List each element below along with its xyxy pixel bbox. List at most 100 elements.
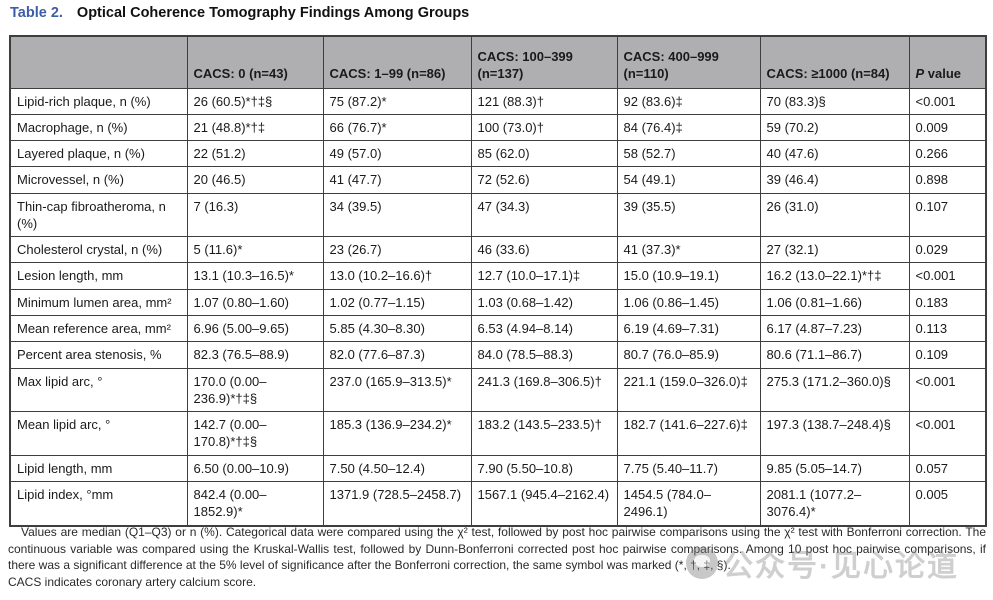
cell-value: 6.19 (4.69–7.31) xyxy=(616,315,761,343)
cell-value: 221.1 (159.0–326.0)‡ xyxy=(616,367,761,413)
cell-value: 1371.9 (728.5–2458.7) xyxy=(322,480,472,527)
cell-value: 40 (47.6) xyxy=(759,140,910,168)
cell-value: 12.7 (10.0–17.1)‡ xyxy=(470,262,618,290)
table-row: Lipid length, mm 6.50 (0.00–10.9) 7.50 (4.… xyxy=(9,454,987,483)
cell-value: 82.3 (76.5–88.9) xyxy=(186,341,324,369)
cell-value: <0.001 xyxy=(908,262,987,290)
footnote-text: Values are median (Q1–Q3) or n (%). Cate… xyxy=(8,525,986,573)
cell-value: 241.3 (169.8–306.5)† xyxy=(470,367,618,413)
table-row: Layered plaque, n (%) 22 (51.2) 49 (57.0) 8… xyxy=(9,140,987,168)
cell-value: 0.898 xyxy=(908,166,987,194)
cell-value: 0.005 xyxy=(908,480,987,527)
cell-value: 842.4 (0.00–1852.9)* xyxy=(186,480,324,527)
oct-findings-table: CACS: 0 (n=43) CACS: 1–99 (n=86) CACS: 100… xyxy=(9,35,987,527)
table-row: Max lipid arc, ° 170.0 (0.00–236.9)*†‡§ 23… xyxy=(9,367,987,413)
cell-value: <0.001 xyxy=(908,411,987,456)
cell-value: 100 (73.0)† xyxy=(470,113,618,142)
cell-value: 80.6 (71.1–86.7) xyxy=(759,341,910,369)
cell-value: 0.113 xyxy=(908,315,987,343)
cell-value: 72 (52.6) xyxy=(470,166,618,194)
column-header-5: CACS: ≥1000 (n=84) xyxy=(759,35,910,89)
row-label: Layered plaque, n (%) xyxy=(9,140,188,168)
cell-value: 41 (37.3)* xyxy=(616,236,761,264)
cell-value: 26 (31.0) xyxy=(759,192,910,238)
cell-value: 6.17 (4.87–7.23) xyxy=(759,315,910,343)
table-head: CACS: 0 (n=43) CACS: 1–99 (n=86) CACS: 100… xyxy=(9,35,987,89)
table-row: Mean reference area, mm² 6.96 (5.00–9.65)… xyxy=(9,315,987,343)
table-row: Microvessel, n (%) 20 (46.5) 41 (47.7) 72 (… xyxy=(9,166,987,194)
cell-value: 0.266 xyxy=(908,140,987,168)
cell-value: 82.0 (77.6–87.3) xyxy=(322,341,472,369)
cell-value: 34 (39.5) xyxy=(322,192,472,238)
cell-value: 92 (83.6)‡ xyxy=(616,87,761,115)
row-label: Macrophage, n (%) xyxy=(9,113,188,142)
cell-value: 0.029 xyxy=(908,236,987,264)
cell-value: 85 (62.0) xyxy=(470,140,618,168)
cell-value: 75 (87.2)* xyxy=(322,87,472,115)
row-label: Microvessel, n (%) xyxy=(9,166,188,194)
row-label: Lesion length, mm xyxy=(9,262,188,290)
cell-value: 237.0 (165.9–313.5)* xyxy=(322,367,472,413)
cell-value: 41 (47.7) xyxy=(322,166,472,194)
cell-value: 275.3 (171.2–360.0)§ xyxy=(759,367,910,413)
column-header-1: CACS: 0 (n=43) xyxy=(186,35,324,89)
table-footnote: Values are median (Q1–Q3) or n (%). Cate… xyxy=(8,524,986,590)
cell-value: 39 (35.5) xyxy=(616,192,761,238)
cell-value: 5 (11.6)* xyxy=(186,236,324,264)
cell-value: 59 (70.2) xyxy=(759,113,910,142)
cell-value: 26 (60.5)*†‡§ xyxy=(186,87,324,115)
row-label: Percent area stenosis, % xyxy=(9,341,188,369)
row-label: Lipid-rich plaque, n (%) xyxy=(9,87,188,115)
table-row: Mean lipid arc, ° 142.7 (0.00–170.8)*†‡§ 1… xyxy=(9,411,987,456)
cell-value: 20 (46.5) xyxy=(186,166,324,194)
column-header-6: P value xyxy=(908,35,987,89)
cell-value: 84 (76.4)‡ xyxy=(616,113,761,142)
cell-value: 16.2 (13.0–22.1)*†‡ xyxy=(759,262,910,290)
row-label: Mean lipid arc, ° xyxy=(9,411,188,456)
column-header-4: CACS: 400–999 (n=110) xyxy=(616,35,761,89)
cell-value: 0.057 xyxy=(908,454,987,483)
cell-value: 185.3 (136.9–234.2)* xyxy=(322,411,472,456)
column-header-2: CACS: 1–99 (n=86) xyxy=(322,35,472,89)
cell-value: 6.96 (5.00–9.65) xyxy=(186,315,324,343)
cell-value: 80.7 (76.0–85.9) xyxy=(616,341,761,369)
table-row: Percent area stenosis, % 82.3 (76.5–88.9)… xyxy=(9,341,987,369)
table-row: Cholesterol crystal, n (%) 5 (11.6)* 23 (2… xyxy=(9,236,987,264)
cell-value: 1454.5 (784.0–2496.1) xyxy=(616,480,761,527)
cell-value: 9.85 (5.05–14.7) xyxy=(759,454,910,483)
cell-value: 58 (52.7) xyxy=(616,140,761,168)
cell-value: 0.107 xyxy=(908,192,987,238)
row-label: Cholesterol crystal, n (%) xyxy=(9,236,188,264)
cell-value: 22 (51.2) xyxy=(186,140,324,168)
cell-value: 1.06 (0.81–1.66) xyxy=(759,288,910,317)
cell-value: 7 (16.3) xyxy=(186,192,324,238)
cell-value: 6.50 (0.00–10.9) xyxy=(186,454,324,483)
table-heading: Optical Coherence Tomography Findings Am… xyxy=(76,5,470,21)
column-header-3: CACS: 100–399 (n=137) xyxy=(470,35,618,89)
cell-value: 66 (76.7)* xyxy=(322,113,472,142)
cell-value: 0.009 xyxy=(908,113,987,142)
cell-value: 70 (83.3)§ xyxy=(759,87,910,115)
table-row: Minimum lumen area, mm² 1.07 (0.80–1.60) 1… xyxy=(9,288,987,317)
row-label: Lipid index, °mm xyxy=(9,480,188,527)
cell-value: 13.1 (10.3–16.5)* xyxy=(186,262,324,290)
cell-value: 0.183 xyxy=(908,288,987,317)
table-row: Lipid-rich plaque, n (%) 26 (60.5)*†‡§ 75 … xyxy=(9,87,987,115)
row-label: Mean reference area, mm² xyxy=(9,315,188,343)
table-row: Lipid index, °mm 842.4 (0.00–1852.9)* 1371… xyxy=(9,480,987,527)
cell-value: 84.0 (78.5–88.3) xyxy=(470,341,618,369)
cell-value: 142.7 (0.00–170.8)*†‡§ xyxy=(186,411,324,456)
cell-value: 23 (26.7) xyxy=(322,236,472,264)
table-number: Table 2. xyxy=(10,5,63,21)
cell-value: 39 (46.4) xyxy=(759,166,910,194)
cell-value: 5.85 (4.30–8.30) xyxy=(322,315,472,343)
cell-value: 7.50 (4.50–12.4) xyxy=(322,454,472,483)
cell-value: 13.0 (10.2–16.6)† xyxy=(322,262,472,290)
cell-value: 47 (34.3) xyxy=(470,192,618,238)
row-label: Max lipid arc, ° xyxy=(9,367,188,413)
cell-value: 49 (57.0) xyxy=(322,140,472,168)
cell-value: 1.07 (0.80–1.60) xyxy=(186,288,324,317)
cell-value: 197.3 (138.7–248.4)§ xyxy=(759,411,910,456)
cell-value: 1567.1 (945.4–2162.4) xyxy=(470,480,618,527)
